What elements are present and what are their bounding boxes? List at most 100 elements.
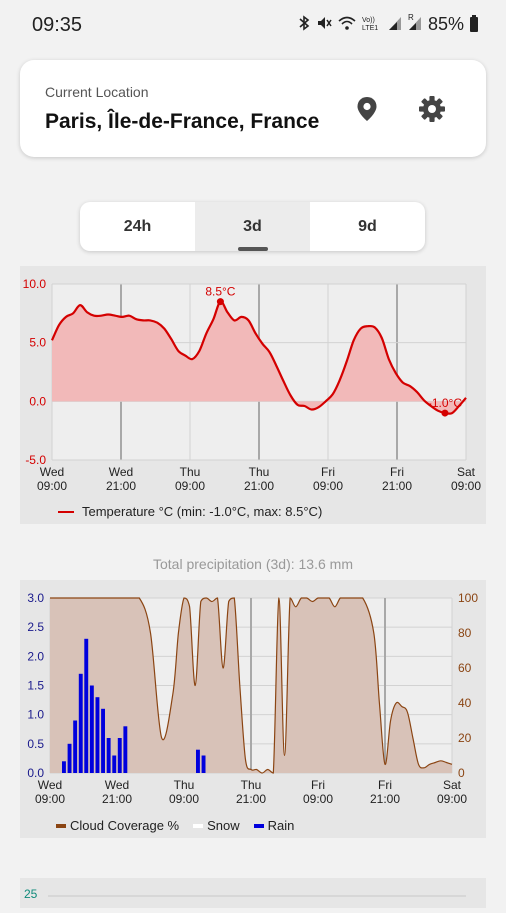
precipitation-right-tick: 80 <box>458 626 472 640</box>
precipitation-left-tick: 2.5 <box>27 620 44 634</box>
temperature-x-tick: Fri 09:00 <box>313 465 343 493</box>
temperature-max-point <box>216 298 224 306</box>
temperature-y-tick: -5.0 <box>25 453 46 467</box>
legend-snow: Snow <box>193 818 240 833</box>
temperature-legend-label: Temperature °C (min: -1.0°C, max: 8.5°C) <box>82 504 323 519</box>
location-name: Paris, Île-de-France, France <box>45 110 320 133</box>
rain-bar <box>62 761 66 773</box>
temperature-x-tick: Fri 21:00 <box>382 465 412 493</box>
temperature-y-tick: 5.0 <box>29 336 46 350</box>
third-chart-panel: 25 <box>20 878 486 908</box>
battery-percent: 85% <box>427 14 464 34</box>
status-bar: 09:35 Vo)) LTE1 R 85% <box>0 0 506 52</box>
precipitation-chart-panel: 3.0 2.5 2.0 1.5 1.0 0.5 0.0 100 80 60 40 20 0 Wed 09… <box>20 580 486 838</box>
temperature-min-label: -1.0°C <box>428 396 462 410</box>
precipitation-left-tick: 1.5 <box>27 679 44 693</box>
rain-bar <box>84 638 89 773</box>
rain-bar <box>112 755 117 773</box>
location-pin-icon[interactable] <box>356 96 378 122</box>
temperature-chart-panel: 10.0 5.0 0.0 -5.0 Wed 09:00 Wed 21:00 Thu 09:00 T… <box>20 266 486 524</box>
temperature-max-label: 8.5°C <box>205 285 235 299</box>
legend-cloud-label: Cloud Coverage % <box>70 818 180 833</box>
volte-icon: Vo)) LTE1 <box>361 16 379 32</box>
tab-3d[interactable]: 3d <box>195 202 310 251</box>
precipitation-x-tick: Fri 09:00 <box>303 778 333 806</box>
signal-icon <box>388 15 402 34</box>
rain-bar <box>101 708 105 773</box>
settings-gear-icon[interactable] <box>418 95 446 123</box>
precipitation-total: Total precipitation (3d): 13.6 mm <box>153 556 353 572</box>
location-label: Current Location <box>45 84 149 100</box>
rain-bar <box>95 697 100 773</box>
precipitation-right-ticks: 100 80 60 40 20 0 <box>458 591 478 780</box>
legend-rain-label: Rain <box>267 818 295 833</box>
precipitation-x-ticks: Wed 09:00 Wed 21:00 Thu 09:00 Thu 21:00 Fri 09:00… <box>35 778 467 806</box>
range-tabs: 24h 3d 9d <box>80 202 425 251</box>
legend-cloud-swatch <box>56 823 66 828</box>
temperature-line <box>51 300 467 415</box>
rain-bar <box>196 749 200 773</box>
third-chart: 25 <box>24 887 466 901</box>
rain-bar <box>89 685 94 773</box>
rain-bars <box>62 638 206 773</box>
precipitation-legend: Cloud Coverage % Snow Rain <box>56 818 304 833</box>
legend-cloud: Cloud Coverage % <box>56 818 179 833</box>
status-icons: Vo)) LTE1 R 85% <box>298 13 478 35</box>
bluetooth-icon <box>298 15 310 34</box>
temperature-y-ticks: 10.0 5.0 0.0 -5.0 <box>23 277 47 467</box>
precipitation-right-tick: 40 <box>458 696 472 710</box>
temperature-legend-swatch <box>58 510 74 513</box>
temperature-legend: Temperature °C (min: -1.0°C, max: 8.5°C) <box>58 504 322 519</box>
precipitation-right-tick: 20 <box>458 731 472 745</box>
precipitation-x-tick: Thu 09:00 <box>169 778 199 806</box>
rain-bar <box>117 738 122 773</box>
temperature-x-tick: Wed 21:00 <box>106 465 136 493</box>
third-chart-ytick: 25 <box>24 887 38 901</box>
legend-snow-label: Snow <box>207 818 240 833</box>
precipitation-right-tick: 100 <box>458 591 478 605</box>
temperature-area <box>52 301 466 414</box>
status-time: 09:35 <box>32 14 83 36</box>
precipitation-chart: 3.0 2.5 2.0 1.5 1.0 0.5 0.0 100 80 60 40 20 0 Wed 09… <box>27 591 478 806</box>
rain-bar <box>123 726 128 773</box>
precipitation-x-tick: Wed 09:00 <box>35 778 65 806</box>
precipitation-x-tick: Thu 21:00 <box>236 778 266 806</box>
rain-bar <box>78 673 83 773</box>
precipitation-right-tick: 60 <box>458 661 472 675</box>
mute-icon <box>316 15 332 34</box>
precipitation-left-tick: 2.0 <box>27 649 44 663</box>
legend-rain: Rain <box>253 818 295 833</box>
cloud-coverage-area <box>50 598 452 773</box>
location-card[interactable]: Current Location Paris, Île-de-France, F… <box>20 60 486 157</box>
temperature-x-tick: Thu 09:00 <box>175 465 205 493</box>
battery-icon <box>470 15 478 32</box>
precipitation-left-tick: 1.0 <box>27 708 44 722</box>
precipitation-left-ticks: 3.0 2.5 2.0 1.5 1.0 0.5 0.0 <box>27 591 44 780</box>
precipitation-left-tick: 0.5 <box>27 737 44 751</box>
precipitation-left-tick: 0.0 <box>27 766 44 780</box>
rain-bar <box>67 743 72 773</box>
temperature-y-tick: 0.0 <box>29 394 46 408</box>
temperature-x-tick: Wed 09:00 <box>37 465 67 493</box>
precipitation-x-tick: Fri 21:00 <box>370 778 400 806</box>
temperature-min-point <box>441 409 449 417</box>
roaming-label: R <box>407 13 414 22</box>
rain-bar <box>201 755 206 773</box>
legend-rain-swatch <box>253 823 264 828</box>
temperature-x-tick: Sat 09:00 <box>451 465 481 493</box>
temperature-y-tick: 10.0 <box>23 277 47 291</box>
legend-snow-swatch <box>193 823 204 828</box>
precipitation-x-tick: Sat 09:00 <box>437 778 467 806</box>
tab-24h[interactable]: 24h <box>123 217 152 235</box>
signal-roaming-icon: R <box>407 13 422 34</box>
temperature-x-ticks: Wed 09:00 Wed 21:00 Thu 09:00 Thu 21:00 Fri 09:00… <box>37 465 481 493</box>
temperature-x-tick: Thu 21:00 <box>244 465 274 493</box>
tab-9d[interactable]: 9d <box>358 217 377 235</box>
precipitation-x-tick: Wed 21:00 <box>102 778 132 806</box>
rain-bar <box>106 738 111 773</box>
precipitation-right-tick: 0 <box>458 766 465 780</box>
rain-bar <box>73 720 78 773</box>
precipitation-left-tick: 3.0 <box>27 591 44 605</box>
cloud-coverage-line <box>50 597 453 774</box>
wifi-icon <box>338 15 356 34</box>
